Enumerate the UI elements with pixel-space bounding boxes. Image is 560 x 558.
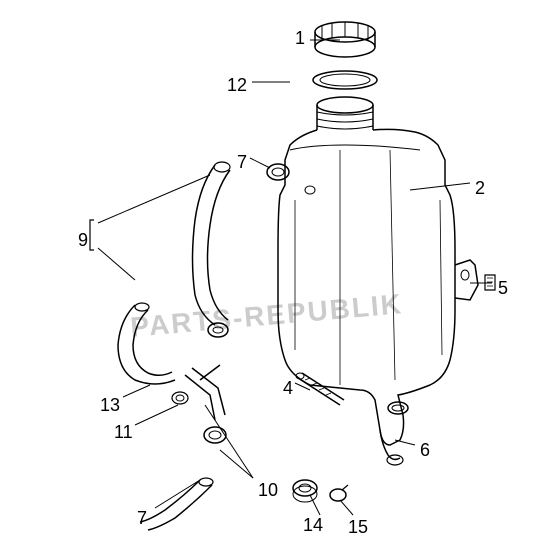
- callout-4: 4: [283, 378, 293, 399]
- diagram-svg: [0, 0, 560, 558]
- hose-lower: [140, 478, 213, 530]
- callout-9: 9: [78, 230, 88, 251]
- washer-part: [293, 480, 317, 502]
- callout-15: 15: [348, 517, 368, 538]
- callout-1: 1: [295, 28, 305, 49]
- seal-ring-part: [313, 71, 377, 89]
- callout-10: 10: [258, 480, 278, 501]
- callout-14: 14: [303, 515, 323, 536]
- callout-11: 11: [114, 422, 133, 443]
- callout-5: 5: [498, 278, 508, 299]
- tank-neck: [317, 97, 373, 130]
- callout-7: 7: [137, 508, 147, 529]
- grommet-lower-pair: [208, 323, 228, 337]
- clip-small: [330, 485, 348, 501]
- callout-6: 6: [420, 440, 430, 461]
- callout-12: 12: [227, 75, 247, 96]
- bracket-nine: [90, 220, 94, 250]
- grommet-lower: [204, 427, 226, 443]
- hose-curved: [118, 303, 175, 384]
- tank-body: [278, 129, 478, 445]
- o-ring-bottom: [388, 402, 408, 414]
- callout-7: 7: [237, 152, 247, 173]
- screw-part: [296, 373, 344, 405]
- hose-upper: [193, 162, 231, 325]
- t-connector: [172, 365, 225, 420]
- callout-13: 13: [100, 395, 120, 416]
- hose-outlet: [380, 430, 403, 465]
- callout-2: 2: [475, 178, 485, 199]
- diagram-container: PARTS-REPUBLIK: [0, 0, 560, 558]
